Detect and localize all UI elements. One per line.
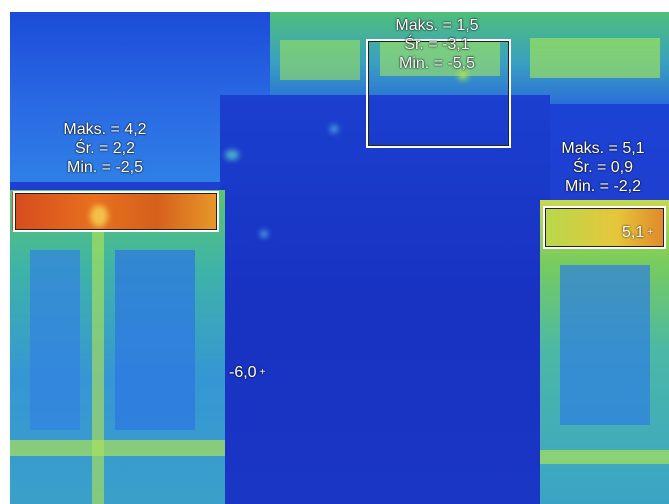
top-window-warm-area-2 [380,40,500,76]
warm-spot [260,230,268,238]
avg-value: Śr. = 2,2 [74,140,136,157]
measurement-label-left: Maks. = 4,2 Śr. = 2,2 Min. = -2,5 [55,120,155,177]
crosshair-icon: + [647,227,654,239]
max-point-marker: 5,1 + [622,224,653,242]
crosshair-icon: + [259,367,266,379]
image-border-left [0,0,10,504]
right-window-lintel-hot [545,208,665,248]
left-window-lintel-hot [12,192,219,230]
min-point-marker: -6,0 + [229,364,265,382]
left-window-mullion [92,210,104,504]
max-point-value: 5,1 [622,224,645,241]
left-window-pane-2 [115,250,195,430]
min-value: Min. = -5,5 [398,55,476,72]
min-value: Min. = -2,5 [66,159,144,176]
left-window-pane-1 [30,250,80,430]
top-window-warm-area-1 [280,40,360,80]
image-border-top [0,0,669,12]
measurement-box-top[interactable] [366,39,511,148]
measurement-label-top: Maks. = 1,5 Śr. = -3,1 Min. = -5,5 [372,16,502,73]
min-point-value: -6,0 [229,364,257,381]
warm-spot [330,125,338,133]
avg-value: Śr. = -3,1 [404,36,470,53]
max-value: Maks. = 5,1 [561,140,645,157]
measurement-box-left[interactable] [13,191,219,232]
warm-spot [458,70,468,80]
right-window-sill [540,450,669,464]
avg-value: Śr. = 0,9 [572,159,634,176]
max-value: Maks. = 4,2 [63,121,147,138]
left-window-sill [10,440,225,456]
max-value: Maks. = 1,5 [395,17,479,34]
top-window-warm-area-3 [530,38,660,78]
measurement-label-right: Maks. = 5,1 Śr. = 0,9 Min. = -2,2 [548,139,658,196]
center-wall [220,95,550,504]
measurement-box-right[interactable] [543,206,666,249]
right-window-pane [560,265,650,425]
warm-spot [225,150,239,160]
min-value: Min. = -2,2 [564,178,642,195]
warm-spot [90,205,108,227]
